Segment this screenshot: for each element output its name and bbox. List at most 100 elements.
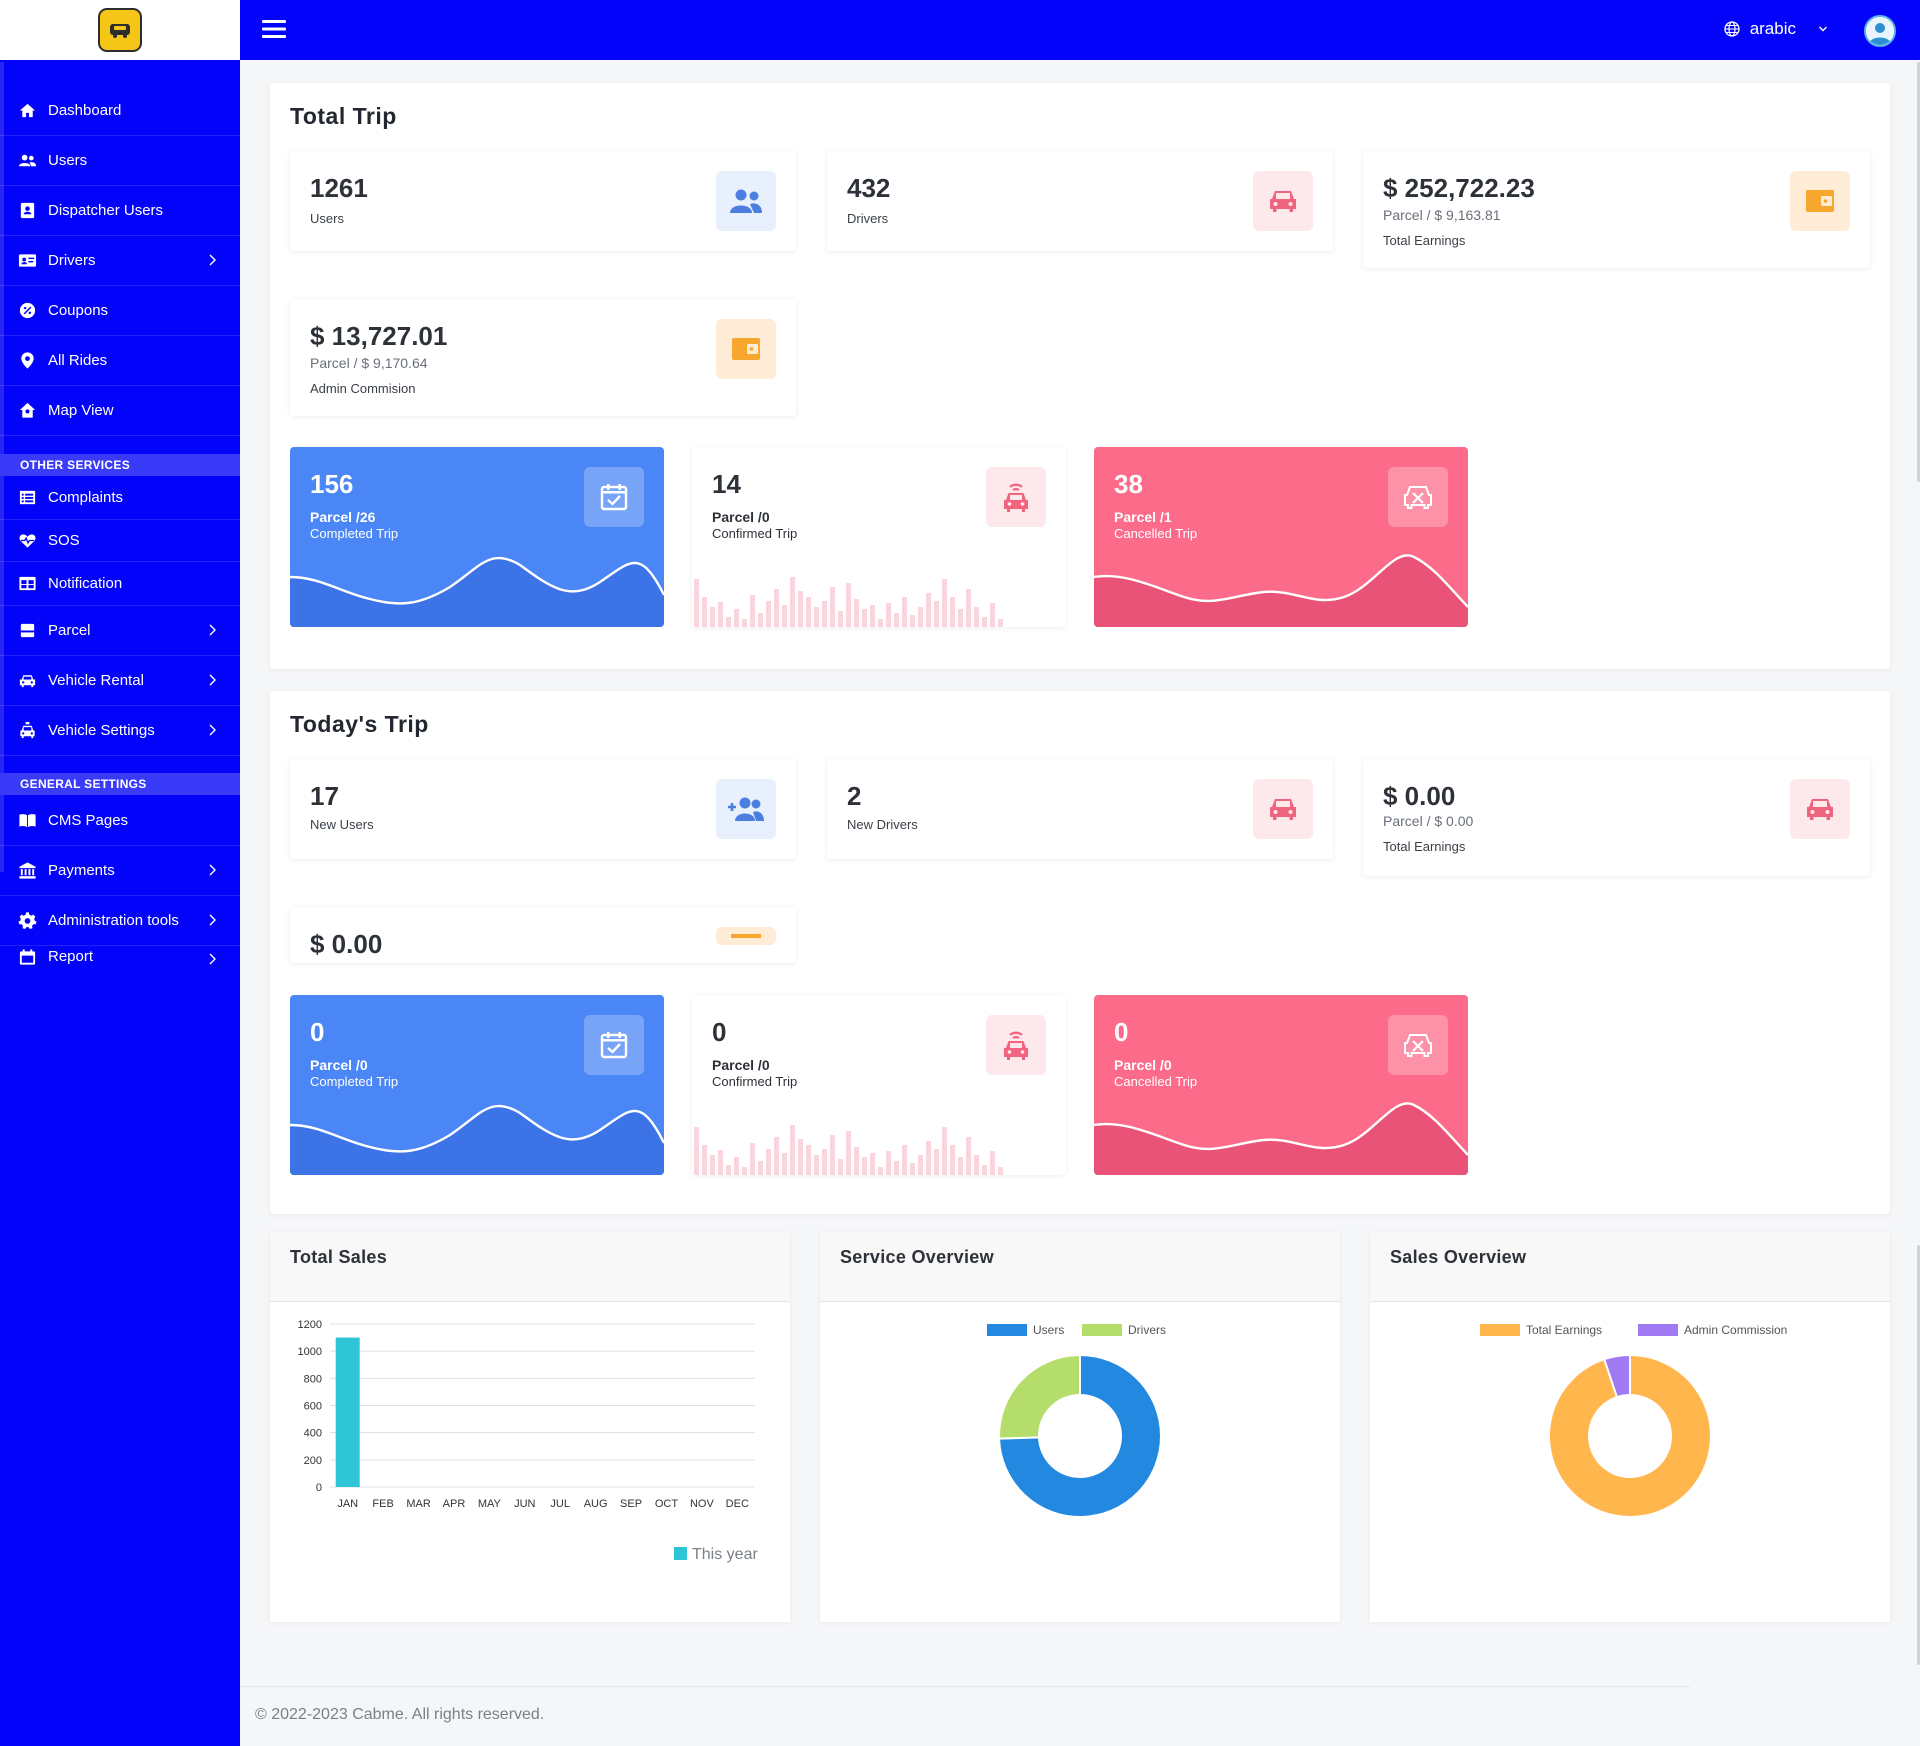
map-pin-icon — [21, 352, 34, 369]
sidebar-item-label: Map View — [48, 402, 114, 419]
stat-sub: Parcel / $ 0.00 — [1383, 813, 1474, 829]
wallet-icon-box — [716, 319, 776, 379]
section-general-settings: GENERAL SETTINGS — [0, 773, 240, 795]
car-icon — [19, 675, 36, 688]
sales-overview-panel: Sales Overview Total Earnings Admin Commi… — [1370, 1232, 1890, 1622]
stat-label: Drivers — [847, 211, 889, 226]
sidebar-item-parcel[interactable]: Parcel — [0, 606, 240, 656]
sidebar-item-label: Users — [48, 152, 88, 169]
stat-card-new-drivers: 2 New Drivers — [827, 759, 1333, 859]
calendar-check-icon — [584, 1015, 644, 1075]
stat-sub: Parcel / $ 9,163.81 — [1383, 207, 1501, 223]
users-icon — [18, 154, 37, 167]
trip-label: Completed Trip — [310, 526, 399, 541]
stat-value: $ 0.00 — [1383, 781, 1456, 811]
x-tick-label: JUN — [514, 1498, 535, 1510]
donut-slice — [1602, 1353, 1631, 1399]
stat-card-drivers: 432 Drivers — [827, 151, 1333, 251]
trip-label: Completed Trip — [310, 1074, 399, 1089]
sidebar-item-label: Dashboard — [48, 102, 122, 119]
book-icon — [19, 814, 36, 828]
x-tick-label: OCT — [655, 1498, 679, 1510]
trip-value: 156 — [310, 469, 354, 499]
driver-card-icon — [18, 254, 37, 267]
sidebar-item-label: SOS — [48, 532, 80, 549]
sidebar-item-label: Parcel — [48, 622, 91, 639]
stat-card-admin-commission: $ 13,727.01 Parcel / $ 9,170.64 Admin Co… — [290, 299, 796, 416]
sidebar-item-complaints[interactable]: Complaints — [0, 476, 240, 520]
panel-title: Total Trip — [290, 103, 397, 129]
sidebar-item-payments[interactable]: Payments — [0, 846, 240, 896]
sidebar-item-notification[interactable]: Notification — [0, 562, 240, 606]
language-selector[interactable]: arabic — [1724, 19, 1838, 39]
cabme-logo[interactable] — [98, 8, 142, 52]
legend-swatch — [1638, 1324, 1678, 1336]
stat-sub: Parcel / $ 9,170.64 — [310, 355, 428, 371]
wallet-icon — [1806, 190, 1834, 212]
chart-title: Sales Overview — [1370, 1232, 1890, 1302]
legend-label: Total Earnings — [1526, 1323, 1602, 1337]
hamburger-menu-icon[interactable] — [262, 18, 286, 40]
confirmed-trip-card: 14 Parcel /0 Confirmed Trip — [692, 447, 1066, 627]
sidebar-item-coupons[interactable]: Coupons — [0, 286, 240, 336]
box-icon — [20, 623, 35, 638]
sidebar-item-administration-tools[interactable]: Administration tools — [0, 896, 240, 946]
scrollbar-thumb-lower[interactable] — [1917, 1245, 1920, 1665]
legend-label: Users — [1033, 1323, 1064, 1337]
calendar-check-icon — [584, 467, 644, 527]
sidebar-item-all-rides[interactable]: All Rides — [0, 336, 240, 386]
sidebar-item-vehicle-rental[interactable]: Vehicle Rental — [0, 656, 240, 706]
car-cancelled-icon — [1388, 467, 1448, 527]
legend-label: Admin Commission — [1684, 1323, 1787, 1337]
stat-card-total-earnings: $ 252,722.23 Parcel / $ 9,163.81 Total E… — [1363, 151, 1870, 268]
car-icon — [1270, 191, 1296, 212]
stat-card-today-commission: $ 0.00 — [290, 907, 796, 963]
y-tick-label: 0 — [316, 1482, 322, 1494]
wave-sparkline — [290, 1104, 664, 1175]
trip-sub: Parcel /0 — [712, 1057, 770, 1073]
total-trip-panel: Total Trip 1261 Users 432 Drivers $ 252,… — [270, 83, 1890, 669]
x-tick-label: MAR — [406, 1498, 431, 1510]
sidebar-item-sos[interactable]: SOS — [0, 520, 240, 562]
trip-label: Cancelled Trip — [1114, 526, 1198, 541]
y-tick-label: 200 — [304, 1455, 322, 1467]
legend-swatch — [1480, 1324, 1520, 1336]
bar-sparkline — [694, 577, 1003, 627]
bar-sparkline — [694, 1125, 1003, 1175]
x-tick-label: FEB — [372, 1498, 393, 1510]
stat-label: Total Earnings — [1383, 233, 1466, 248]
sidebar-item-label: All Rides — [48, 352, 108, 369]
car-icon — [1270, 799, 1296, 820]
sidebar-item-label: CMS Pages — [48, 812, 129, 829]
sidebar-item-map-view[interactable]: Map View — [0, 386, 240, 436]
sidebar-item-dashboard[interactable]: Dashboard — [0, 86, 240, 136]
sidebar-item-drivers[interactable]: Drivers — [0, 236, 240, 286]
sidebar-item-label: Drivers — [48, 252, 96, 269]
sidebar-item-label: Dispatcher Users — [48, 202, 164, 219]
sidebar-item-report[interactable]: Report — [0, 946, 240, 976]
sidebar-item-label: Payments — [48, 862, 115, 879]
y-tick-label: 1200 — [298, 1319, 322, 1331]
completed-trip-card: 156 Parcel /26 Completed Trip — [290, 447, 664, 627]
sidebar-item-cms-pages[interactable]: CMS Pages — [0, 796, 240, 846]
bar — [335, 1337, 360, 1487]
sidebar: Dashboard Users Dispatcher Users Drivers… — [0, 0, 240, 1746]
sidebar-item-dispatcher-users[interactable]: Dispatcher Users — [0, 186, 240, 236]
chevron-down-icon — [1819, 26, 1827, 32]
scrollbar-thumb[interactable] — [1917, 62, 1920, 482]
y-tick-label: 800 — [304, 1373, 322, 1385]
wallet-icon — [731, 934, 761, 938]
chart-title: Service Overview — [820, 1232, 1340, 1302]
donut-slice — [1548, 1353, 1712, 1518]
sidebar-item-label: Vehicle Settings — [48, 722, 155, 739]
x-tick-label: NOV — [690, 1498, 715, 1510]
taxi-signal-icon — [986, 467, 1046, 527]
car-icon-box — [1253, 171, 1313, 231]
user-avatar[interactable] — [1864, 15, 1896, 47]
x-tick-label: JAN — [337, 1498, 358, 1510]
sidebar-item-vehicle-settings[interactable]: Vehicle Settings — [0, 706, 240, 756]
sidebar-item-users[interactable]: Users — [0, 136, 240, 186]
total-sales-panel: Total Sales 0 200 400 600 800 1000 1200 JAN FEB M… — [270, 1232, 790, 1622]
stat-card-today-earnings: $ 0.00 Parcel / $ 0.00 Total Earnings — [1363, 759, 1870, 876]
stat-value: 1261 — [310, 173, 368, 203]
